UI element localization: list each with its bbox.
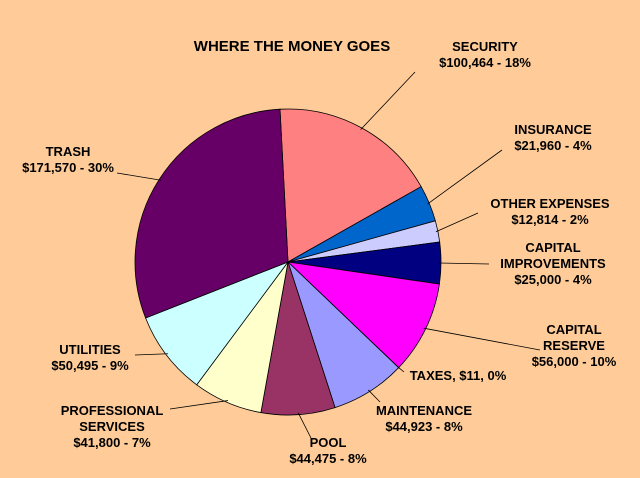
slice-label-line: SERVICES — [79, 419, 145, 434]
slice-label-line: $50,495 - 9% — [51, 358, 129, 373]
slice-label-3: CAPITAL IMPROVEMENTS $25,000 - 4% — [500, 240, 606, 287]
slice-label-line: $41,800 - 7% — [73, 435, 151, 450]
pie-slice-9 — [145, 261, 290, 386]
slice-label-2: OTHER EXPENSES $12,814 - 2% — [490, 196, 610, 227]
slice-label-line: MAINTENANCE — [376, 403, 472, 418]
slice-label-1: INSURANCE $21,960 - 4% — [514, 122, 592, 153]
slice-label-line: TRASH — [46, 144, 91, 159]
pie-slice-0 — [279, 108, 422, 263]
pie-slice-4 — [286, 261, 440, 369]
slice-label-5: TAXES, $11, 0% — [410, 368, 507, 383]
leader-line-3 — [438, 262, 490, 265]
slice-label-line: $44,923 - 8% — [385, 419, 463, 434]
leader-line-7 — [297, 412, 313, 441]
leader-line-10 — [116, 172, 162, 181]
slice-label-line: $21,960 - 4% — [514, 138, 592, 153]
slice-label-line: $56,000 - 10% — [532, 354, 617, 369]
slice-label-0: SECURITY $100,464 - 18% — [439, 39, 531, 70]
leader-line-9 — [134, 353, 169, 356]
slice-label-4: CAPITAL RESERVE $56,000 - 10% — [532, 322, 617, 369]
slice-label-line: CAPITAL — [525, 240, 580, 255]
slice-label-line: PROFESSIONAL — [61, 403, 164, 418]
slice-label-line: $100,464 - 18% — [439, 55, 531, 70]
slice-labels: SECURITY $100,464 - 18% INSURANCE $21,960 -… — [22, 39, 617, 466]
leader-line-1 — [427, 149, 503, 205]
chart-title: WHERE THE MONEY GOES — [194, 38, 390, 55]
pie-slice-10 — [134, 108, 289, 319]
slice-label-8: PROFESSIONAL SERVICES $41,800 - 7% — [61, 403, 164, 450]
leader-line-5 — [396, 366, 405, 373]
slice-label-line: SECURITY — [452, 39, 518, 54]
leader-line-8 — [169, 400, 229, 410]
leader-line-6 — [367, 389, 381, 403]
leader-line-4 — [423, 327, 541, 351]
leader-lines — [116, 71, 541, 441]
slice-label-10: TRASH $171,570 - 30% — [22, 144, 114, 175]
slice-label-7: POOL $44,475 - 8% — [289, 435, 367, 466]
slice-label-line: CAPITAL — [546, 322, 601, 337]
slice-label-line: $25,000 - 4% — [514, 272, 592, 287]
slice-label-line: $44,475 - 8% — [289, 451, 367, 466]
slice-label-line: $171,570 - 30% — [22, 160, 114, 175]
pie-slices — [134, 108, 442, 416]
slice-label-line: IMPROVEMENTS — [500, 256, 606, 271]
slice-label-line: OTHER EXPENSES — [490, 196, 610, 211]
slice-label-line: RESERVE — [543, 338, 605, 353]
slice-label-line: TAXES, $11, 0% — [410, 368, 507, 383]
leader-line-0 — [360, 71, 416, 130]
slice-label-9: UTILITIES $50,495 - 9% — [51, 342, 129, 373]
slice-label-line: UTILITIES — [59, 342, 121, 357]
slice-label-6: MAINTENANCE $44,923 - 8% — [376, 403, 472, 434]
slice-label-line: $12,814 - 2% — [511, 212, 589, 227]
leader-line-2 — [435, 212, 479, 233]
slice-label-line: INSURANCE — [514, 122, 592, 137]
slice-label-line: POOL — [310, 435, 347, 450]
